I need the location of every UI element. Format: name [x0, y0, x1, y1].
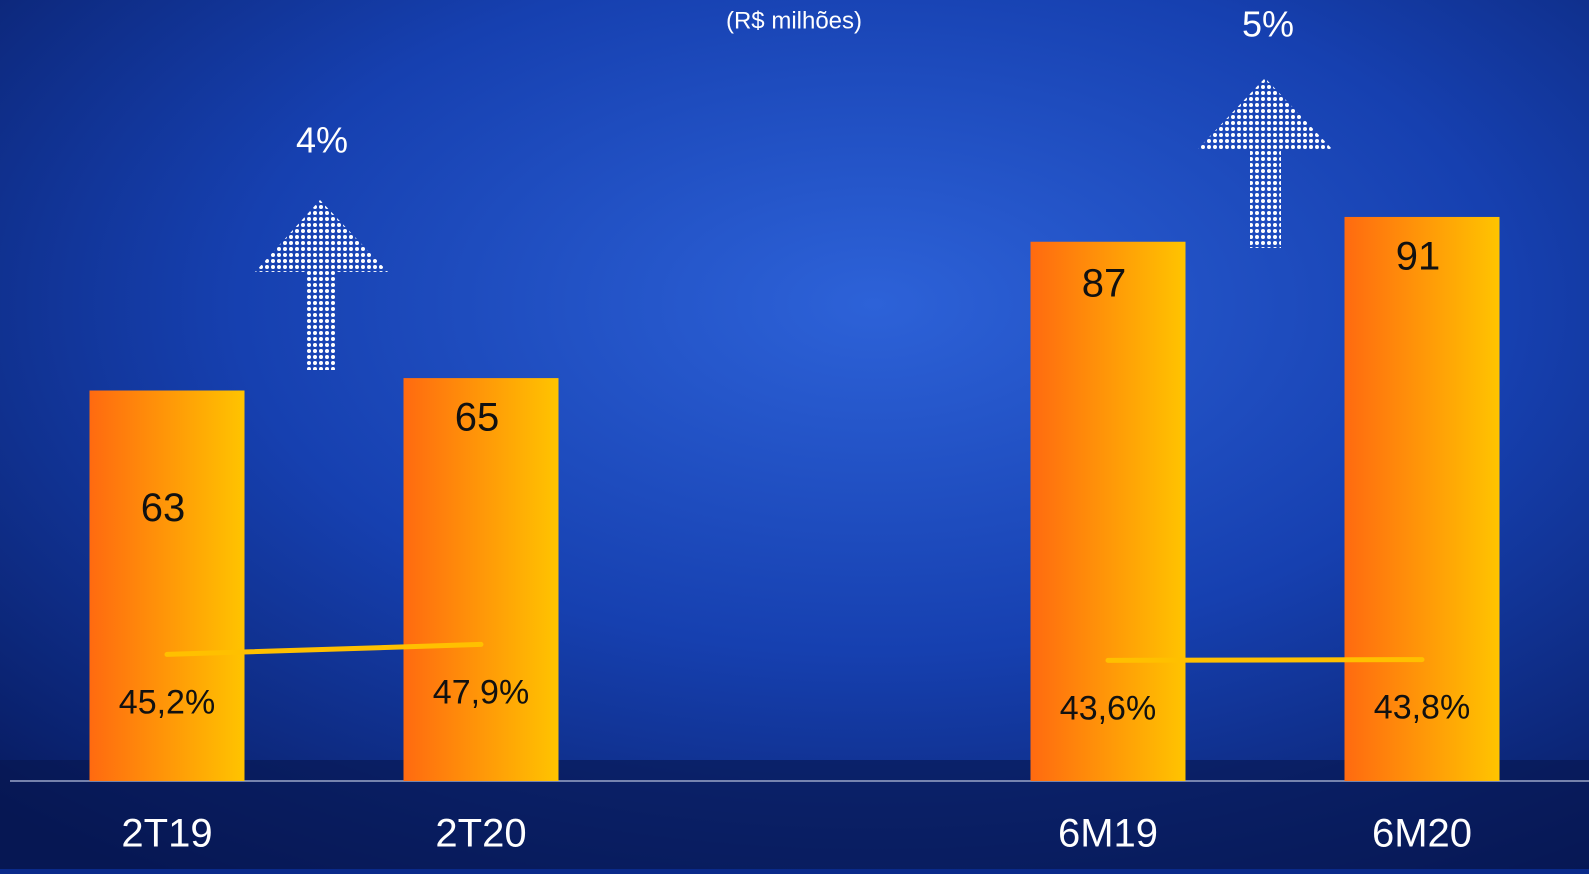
margin-label: 43,6% — [1060, 689, 1156, 727]
value-label: 91 — [1396, 235, 1441, 279]
value-label: 63 — [141, 486, 186, 530]
value-label: 87 — [1082, 261, 1127, 305]
margin-label: 43,8% — [1374, 689, 1470, 727]
bar — [90, 391, 245, 782]
x-tick-label: 2T19 — [121, 812, 212, 856]
growth-label: 4% — [296, 120, 348, 161]
value-label: 65 — [455, 396, 500, 440]
chart: (R$ milhões) 4% 5% 2T19 2T20 6M19 6M20 63 65 8… — [0, 0, 1589, 869]
subtitle: (R$ milhões) — [726, 7, 862, 34]
page: (R$ milhões) 4% 5% 2T19 2T20 6M19 6M20 63 65 8… — [0, 0, 1589, 869]
x-tick-label: 6M20 — [1372, 812, 1472, 856]
margin-label: 45,2% — [119, 683, 215, 721]
margin-label: 47,9% — [433, 673, 529, 711]
margin-line — [1108, 660, 1422, 661]
growth-label: 5% — [1242, 4, 1294, 45]
x-tick-label: 2T20 — [435, 812, 526, 856]
x-tick-label: 6M19 — [1058, 812, 1158, 856]
